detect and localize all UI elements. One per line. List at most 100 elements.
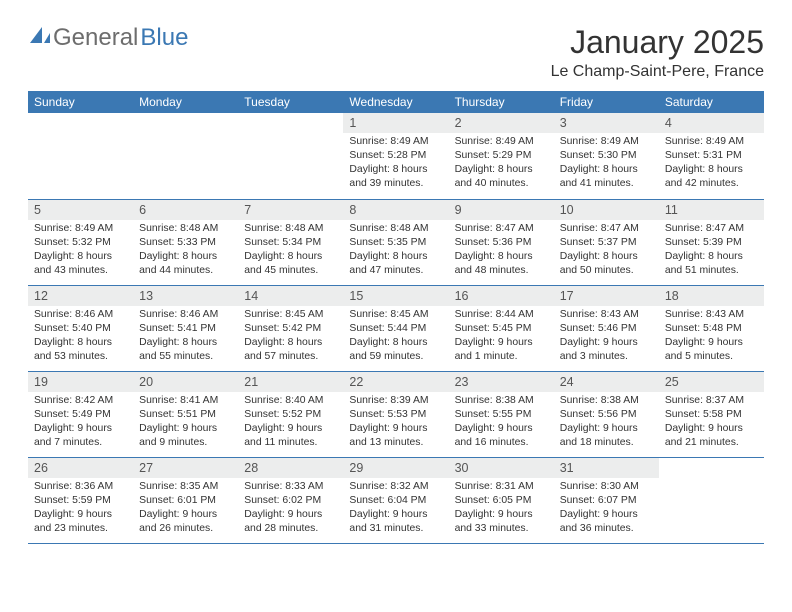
daylight-text: Daylight: 9 hours and 31 minutes. — [349, 508, 442, 536]
day-data: Sunrise: 8:45 AMSunset: 5:42 PMDaylight:… — [238, 306, 343, 368]
day-data: Sunrise: 8:38 AMSunset: 5:56 PMDaylight:… — [554, 392, 659, 454]
sunset-text: Sunset: 5:44 PM — [349, 322, 442, 336]
sunrise-text: Sunrise: 8:42 AM — [34, 394, 127, 408]
sunrise-text: Sunrise: 8:47 AM — [560, 222, 653, 236]
sunrise-text: Sunrise: 8:31 AM — [455, 480, 548, 494]
day-number: 26 — [28, 458, 133, 478]
header: GeneralBlue January 2025 Le Champ-Saint-… — [28, 24, 764, 81]
sunrise-text: Sunrise: 8:35 AM — [139, 480, 232, 494]
sunrise-text: Sunrise: 8:49 AM — [665, 135, 758, 149]
day-cell: 20Sunrise: 8:41 AMSunset: 5:51 PMDayligh… — [133, 371, 238, 457]
day-cell: 27Sunrise: 8:35 AMSunset: 6:01 PMDayligh… — [133, 457, 238, 543]
daylight-text: Daylight: 8 hours and 47 minutes. — [349, 250, 442, 278]
day-data: Sunrise: 8:46 AMSunset: 5:41 PMDaylight:… — [133, 306, 238, 368]
month-title: January 2025 — [551, 24, 764, 61]
day-data: Sunrise: 8:47 AMSunset: 5:39 PMDaylight:… — [659, 220, 764, 282]
daylight-text: Daylight: 8 hours and 50 minutes. — [560, 250, 653, 278]
sunset-text: Sunset: 5:32 PM — [34, 236, 127, 250]
sunset-text: Sunset: 5:56 PM — [560, 408, 653, 422]
day-cell: 9Sunrise: 8:47 AMSunset: 5:36 PMDaylight… — [449, 199, 554, 285]
day-data: Sunrise: 8:49 AMSunset: 5:32 PMDaylight:… — [28, 220, 133, 282]
sunset-text: Sunset: 5:59 PM — [34, 494, 127, 508]
day-data: Sunrise: 8:35 AMSunset: 6:01 PMDaylight:… — [133, 478, 238, 540]
day-number: 25 — [659, 372, 764, 392]
day-number: 6 — [133, 200, 238, 220]
sunset-text: Sunset: 5:45 PM — [455, 322, 548, 336]
daylight-text: Daylight: 9 hours and 26 minutes. — [139, 508, 232, 536]
day-cell: 16Sunrise: 8:44 AMSunset: 5:45 PMDayligh… — [449, 285, 554, 371]
daylight-text: Daylight: 8 hours and 53 minutes. — [34, 336, 127, 364]
daylight-text: Daylight: 9 hours and 23 minutes. — [34, 508, 127, 536]
sunrise-text: Sunrise: 8:45 AM — [244, 308, 337, 322]
sunrise-text: Sunrise: 8:38 AM — [455, 394, 548, 408]
daylight-text: Daylight: 9 hours and 13 minutes. — [349, 422, 442, 450]
logo-text-blue: Blue — [140, 24, 188, 52]
sunrise-text: Sunrise: 8:49 AM — [455, 135, 548, 149]
day-number — [659, 458, 764, 464]
day-number: 7 — [238, 200, 343, 220]
sunrise-text: Sunrise: 8:46 AM — [139, 308, 232, 322]
day-cell: 10Sunrise: 8:47 AMSunset: 5:37 PMDayligh… — [554, 199, 659, 285]
sunrise-text: Sunrise: 8:39 AM — [349, 394, 442, 408]
sunset-text: Sunset: 5:33 PM — [139, 236, 232, 250]
day-data: Sunrise: 8:47 AMSunset: 5:36 PMDaylight:… — [449, 220, 554, 282]
day-data: Sunrise: 8:49 AMSunset: 5:31 PMDaylight:… — [659, 133, 764, 195]
day-number: 1 — [343, 113, 448, 133]
daylight-text: Daylight: 9 hours and 5 minutes. — [665, 336, 758, 364]
daylight-text: Daylight: 9 hours and 18 minutes. — [560, 422, 653, 450]
day-number: 3 — [554, 113, 659, 133]
week-row: 12Sunrise: 8:46 AMSunset: 5:40 PMDayligh… — [28, 285, 764, 371]
day-cell: 15Sunrise: 8:45 AMSunset: 5:44 PMDayligh… — [343, 285, 448, 371]
day-cell: 24Sunrise: 8:38 AMSunset: 5:56 PMDayligh… — [554, 371, 659, 457]
sunset-text: Sunset: 6:04 PM — [349, 494, 442, 508]
day-number: 22 — [343, 372, 448, 392]
day-data: Sunrise: 8:39 AMSunset: 5:53 PMDaylight:… — [343, 392, 448, 454]
sunset-text: Sunset: 6:01 PM — [139, 494, 232, 508]
day-data: Sunrise: 8:43 AMSunset: 5:48 PMDaylight:… — [659, 306, 764, 368]
daylight-text: Daylight: 9 hours and 33 minutes. — [455, 508, 548, 536]
day-cell: 18Sunrise: 8:43 AMSunset: 5:48 PMDayligh… — [659, 285, 764, 371]
day-cell: 6Sunrise: 8:48 AMSunset: 5:33 PMDaylight… — [133, 199, 238, 285]
sunrise-text: Sunrise: 8:47 AM — [455, 222, 548, 236]
daylight-text: Daylight: 8 hours and 57 minutes. — [244, 336, 337, 364]
sunrise-text: Sunrise: 8:33 AM — [244, 480, 337, 494]
day-cell: 5Sunrise: 8:49 AMSunset: 5:32 PMDaylight… — [28, 199, 133, 285]
sunset-text: Sunset: 5:29 PM — [455, 149, 548, 163]
week-row: 26Sunrise: 8:36 AMSunset: 5:59 PMDayligh… — [28, 457, 764, 543]
sunset-text: Sunset: 5:37 PM — [560, 236, 653, 250]
sunrise-text: Sunrise: 8:47 AM — [665, 222, 758, 236]
sunset-text: Sunset: 5:52 PM — [244, 408, 337, 422]
daylight-text: Daylight: 8 hours and 59 minutes. — [349, 336, 442, 364]
sunset-text: Sunset: 5:58 PM — [665, 408, 758, 422]
day-cell: 30Sunrise: 8:31 AMSunset: 6:05 PMDayligh… — [449, 457, 554, 543]
day-data: Sunrise: 8:49 AMSunset: 5:30 PMDaylight:… — [554, 133, 659, 195]
sunrise-text: Sunrise: 8:37 AM — [665, 394, 758, 408]
day-data: Sunrise: 8:41 AMSunset: 5:51 PMDaylight:… — [133, 392, 238, 454]
sunset-text: Sunset: 5:53 PM — [349, 408, 442, 422]
daylight-text: Daylight: 8 hours and 41 minutes. — [560, 163, 653, 191]
day-number: 30 — [449, 458, 554, 478]
day-cell: 3Sunrise: 8:49 AMSunset: 5:30 PMDaylight… — [554, 113, 659, 199]
day-data: Sunrise: 8:48 AMSunset: 5:33 PMDaylight:… — [133, 220, 238, 282]
day-cell: 7Sunrise: 8:48 AMSunset: 5:34 PMDaylight… — [238, 199, 343, 285]
sunset-text: Sunset: 5:28 PM — [349, 149, 442, 163]
day-number: 12 — [28, 286, 133, 306]
day-data: Sunrise: 8:47 AMSunset: 5:37 PMDaylight:… — [554, 220, 659, 282]
day-number: 31 — [554, 458, 659, 478]
day-number — [28, 113, 133, 119]
daylight-text: Daylight: 8 hours and 55 minutes. — [139, 336, 232, 364]
daylight-text: Daylight: 8 hours and 43 minutes. — [34, 250, 127, 278]
sunrise-text: Sunrise: 8:49 AM — [34, 222, 127, 236]
day-cell: 25Sunrise: 8:37 AMSunset: 5:58 PMDayligh… — [659, 371, 764, 457]
day-cell: 17Sunrise: 8:43 AMSunset: 5:46 PMDayligh… — [554, 285, 659, 371]
sunrise-text: Sunrise: 8:41 AM — [139, 394, 232, 408]
day-data: Sunrise: 8:49 AMSunset: 5:28 PMDaylight:… — [343, 133, 448, 195]
week-row: 19Sunrise: 8:42 AMSunset: 5:49 PMDayligh… — [28, 371, 764, 457]
sunset-text: Sunset: 5:39 PM — [665, 236, 758, 250]
day-data: Sunrise: 8:46 AMSunset: 5:40 PMDaylight:… — [28, 306, 133, 368]
logo-text-general: General — [53, 24, 138, 52]
sunrise-text: Sunrise: 8:49 AM — [560, 135, 653, 149]
day-cell: 21Sunrise: 8:40 AMSunset: 5:52 PMDayligh… — [238, 371, 343, 457]
sunset-text: Sunset: 5:41 PM — [139, 322, 232, 336]
sunset-text: Sunset: 5:55 PM — [455, 408, 548, 422]
